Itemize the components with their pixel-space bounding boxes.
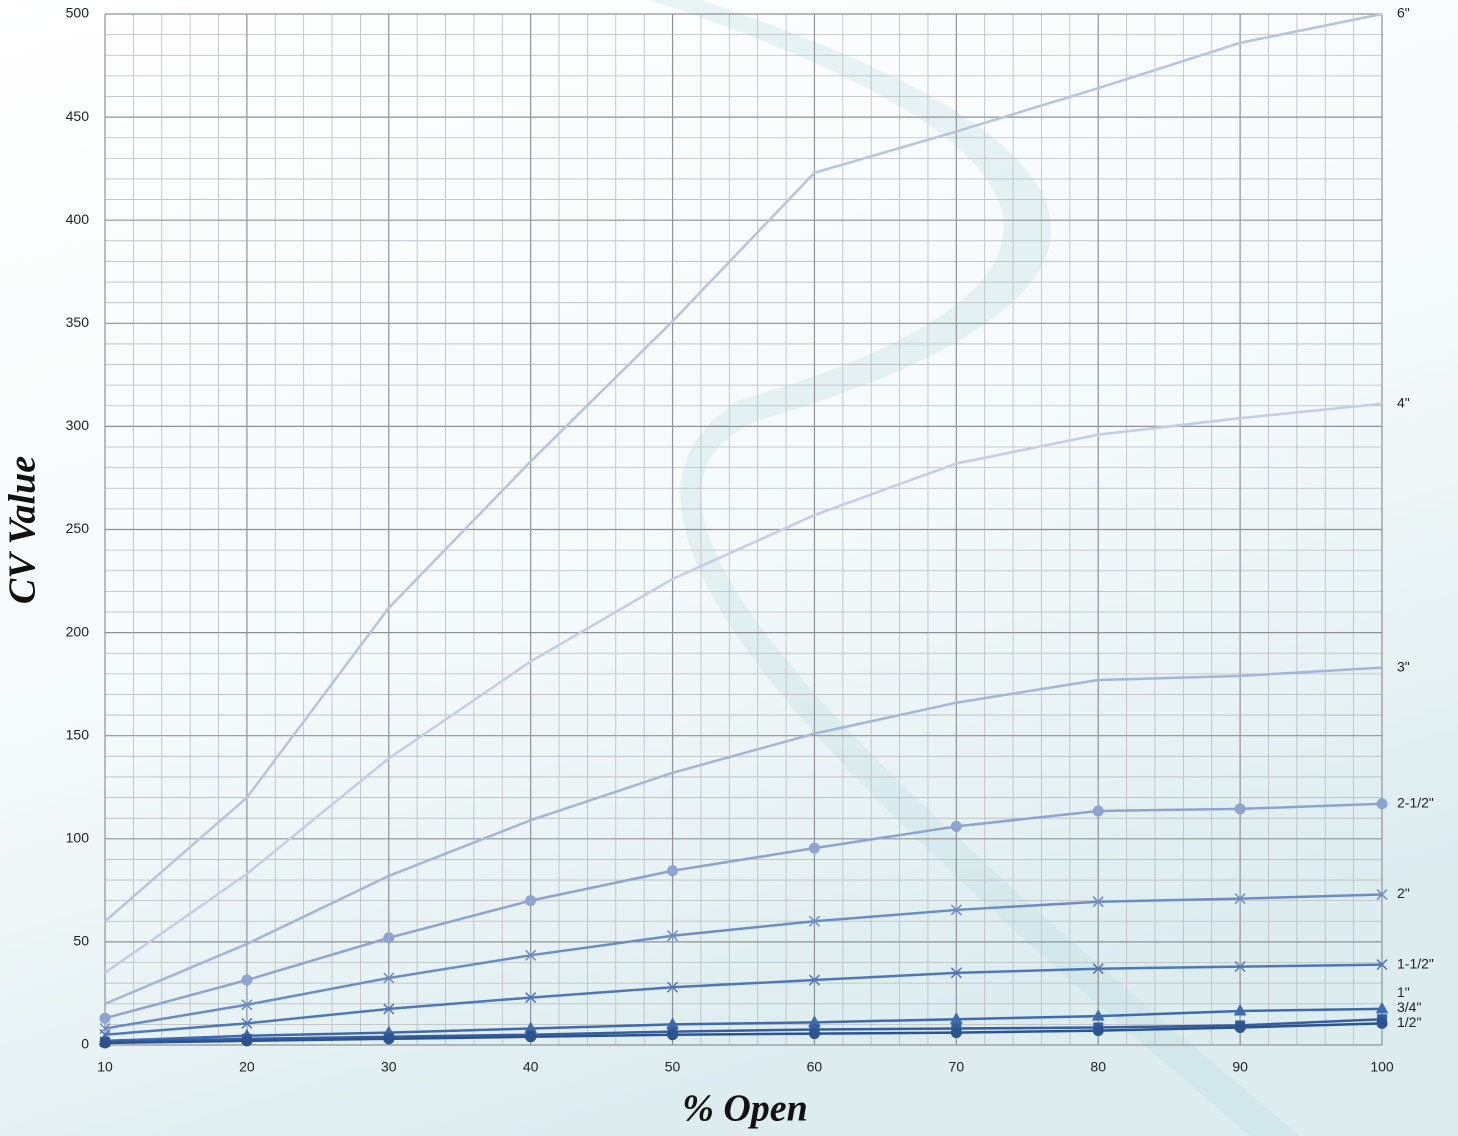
point	[242, 1036, 252, 1046]
x-tick-label: 90	[1232, 1059, 1248, 1075]
point	[951, 1028, 961, 1038]
x-tick-label: 30	[381, 1059, 397, 1075]
y-tick-label: 400	[66, 211, 90, 227]
x-tick-label: 40	[523, 1059, 539, 1075]
x-tick-label: 70	[949, 1059, 965, 1075]
y-tick-label: 500	[66, 5, 90, 21]
point	[809, 1029, 819, 1039]
series-label: 6"	[1397, 5, 1410, 21]
x-tick-label: 100	[1370, 1059, 1394, 1075]
series-label: 2-1/2"	[1397, 794, 1434, 810]
y-tick-label: 300	[66, 417, 90, 433]
point	[1235, 1022, 1245, 1032]
y-tick-label: 450	[66, 108, 90, 124]
series-label: 1-1/2"	[1397, 955, 1434, 971]
series-label: 2"	[1397, 885, 1410, 901]
point	[668, 1030, 678, 1040]
point	[242, 975, 252, 985]
point	[951, 821, 961, 831]
series-label: 1"	[1397, 984, 1410, 1000]
x-tick-label: 10	[97, 1059, 113, 1075]
point	[100, 1013, 110, 1023]
point	[1093, 806, 1103, 816]
point	[1377, 799, 1387, 809]
point	[668, 866, 678, 876]
y-tick-label: 250	[66, 520, 90, 536]
y-axis-title: CV Value	[2, 456, 44, 604]
y-tick-label: 200	[66, 623, 90, 639]
point	[1093, 1026, 1103, 1036]
point	[526, 896, 536, 906]
x-axis-title: % Open	[682, 1088, 808, 1130]
point	[1235, 804, 1245, 814]
y-tick-label: 350	[66, 314, 90, 330]
y-tick-label: 50	[73, 933, 89, 949]
y-tick-label: 150	[66, 726, 90, 742]
y-tick-label: 0	[81, 1036, 89, 1052]
series-label: 3"	[1397, 658, 1410, 674]
x-tick-label: 80	[1090, 1059, 1106, 1075]
point	[1377, 1018, 1387, 1028]
x-tick-label: 60	[807, 1059, 823, 1075]
page: % Open CV Value 10 20 30 40 50 60 70 80 90 100 0 50…	[0, 0, 1458, 1136]
point	[526, 1032, 536, 1042]
x-tick-label: 50	[665, 1059, 681, 1075]
point	[384, 933, 394, 943]
x-tick-label: 20	[239, 1059, 255, 1075]
series-label: 4"	[1397, 394, 1410, 410]
series-label: 1/2"	[1397, 1014, 1421, 1030]
point	[809, 843, 819, 853]
point	[384, 1034, 394, 1044]
series-label: 3/4"	[1397, 999, 1421, 1015]
chart: % Open CV Value 10 20 30 40 50 60 70 80 90 100 0 50…	[0, 0, 1458, 1136]
y-tick-label: 100	[66, 830, 90, 846]
point	[100, 1038, 110, 1048]
